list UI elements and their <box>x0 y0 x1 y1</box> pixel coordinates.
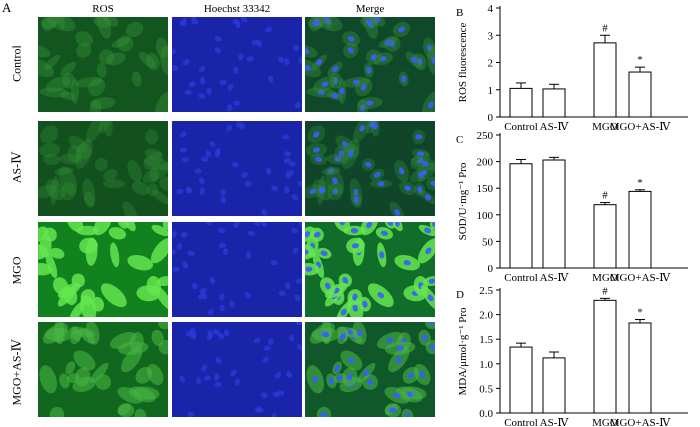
bar-c <box>593 204 617 269</box>
micrograph-control-ros <box>38 17 168 112</box>
y-tick-label-c: 250 <box>477 130 494 142</box>
x-tick-label-d: MGO+AS-Ⅳ <box>610 417 672 427</box>
chart-panel-c: C 0 50 100 150 200 250 SOD/U·mg⁻¹ Pro Control AS-… <box>456 130 688 284</box>
y-tick-label-d: 1.0 <box>479 359 493 371</box>
y-tick-label-c: 100 <box>477 210 494 222</box>
micrograph-mgo-as-iv-hoechst <box>172 322 302 417</box>
x-tick-label-b: AS-Ⅳ <box>540 121 570 133</box>
x-tick-label-d: AS-Ⅳ <box>540 417 570 427</box>
significance-marker-d: * <box>637 307 643 319</box>
panel-letter-b: B <box>456 7 463 19</box>
chart-panel-d: D 0.0 0.5 1.0 1.5 2.0 2.5 MDA/μmol·g⁻¹ Pro Contr… <box>456 285 688 427</box>
y-tick-label-d: 0.5 <box>479 383 493 395</box>
bar-c <box>628 190 652 269</box>
y-tick-label-c: 200 <box>477 157 494 169</box>
micrograph-control-merge <box>305 17 435 112</box>
x-tick-label-c: Control <box>504 272 538 284</box>
micrograph-as-iv-hoechst <box>172 121 302 216</box>
y-tick-label-d: 2.5 <box>479 285 493 297</box>
y-tick-label-b: 3 <box>488 30 494 42</box>
micrograph-as-iv-ros <box>38 121 168 216</box>
y-tick-label-d: 0.0 <box>479 408 493 420</box>
bar-b <box>509 87 533 118</box>
significance-marker-c: * <box>637 177 643 189</box>
x-tick-label-c: MGO <box>592 272 618 284</box>
y-axis-label-d: MDA/μmol·g⁻¹ Pro <box>457 307 469 396</box>
y-tick-label-c: 150 <box>477 183 494 195</box>
bar-d <box>593 299 617 414</box>
y-tick-label-c: 50 <box>482 236 494 248</box>
bar-b <box>593 42 617 118</box>
column-header-hoechst: Hoechst 33342 <box>203 3 271 15</box>
x-tick-label-c: MGO+AS-Ⅳ <box>610 272 672 284</box>
y-tick-label-d: 1.5 <box>479 334 493 346</box>
significance-marker-b: # <box>602 22 608 34</box>
bar-c <box>542 159 566 269</box>
x-tick-label-b: Control <box>504 121 538 133</box>
x-tick-label-c: AS-Ⅳ <box>540 272 570 284</box>
y-tick-label-b: 4 <box>488 3 494 15</box>
panel-letter-c: C <box>456 134 463 146</box>
y-tick-label-b: 2 <box>488 58 494 70</box>
y-tick-label-d: 2.0 <box>479 310 493 322</box>
chart-panel-b: B 0 1 2 3 4 ROS fluorescence Control AS-Ⅳ # MGO * MG… <box>456 3 688 133</box>
y-tick-label-b: 0 <box>488 112 494 124</box>
bar-d <box>542 357 566 414</box>
micrograph-as-iv-merge <box>305 121 435 216</box>
x-tick-label-b: MGO <box>592 121 618 133</box>
micrograph-mgo-hoechst <box>172 222 302 317</box>
y-axis-label-c: SOD/U·mg⁻¹ Pro <box>457 162 469 240</box>
column-header-merge: Merge <box>355 3 385 15</box>
bar-b <box>628 71 652 118</box>
bar-d <box>628 322 652 414</box>
micrograph-mgo-as-iv-merge <box>305 322 435 417</box>
y-tick-label-c: 0 <box>488 263 494 275</box>
micrograph-mgo-ros <box>38 222 168 317</box>
micrograph-mgo-as-iv-ros <box>38 322 168 417</box>
y-tick-label-b: 1 <box>488 85 494 97</box>
x-tick-label-b: MGO+AS-Ⅳ <box>610 121 672 133</box>
bar-b <box>542 88 566 118</box>
y-axis-label-b: ROS fluorescence <box>457 23 469 103</box>
significance-marker-b: * <box>637 54 643 66</box>
x-tick-label-d: MGO <box>592 417 618 427</box>
micrograph-control-hoechst <box>172 17 302 112</box>
significance-marker-c: # <box>602 190 608 202</box>
column-header-ros: ROS <box>92 3 114 15</box>
bar-c <box>509 163 533 269</box>
panel-a-letter: A <box>2 0 12 15</box>
micrograph-mgo-merge <box>305 222 435 317</box>
x-tick-label-d: Control <box>504 417 538 427</box>
panel-letter-d: D <box>456 289 464 301</box>
significance-marker-d: # <box>602 285 608 297</box>
bar-d <box>509 346 533 414</box>
